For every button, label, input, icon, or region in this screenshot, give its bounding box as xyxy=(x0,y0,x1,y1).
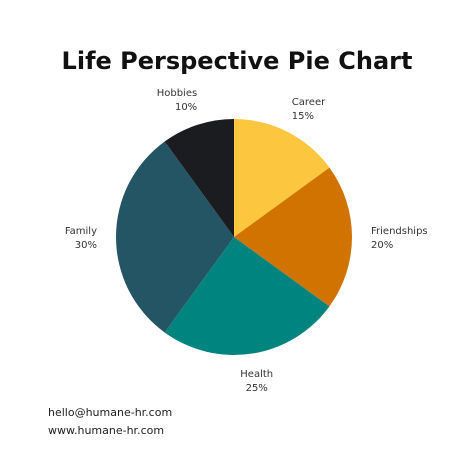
slice-label-career: Career xyxy=(292,97,326,108)
chart-title: Life Perspective Pie Chart xyxy=(61,47,413,75)
pie-slice-friendships xyxy=(234,167,352,307)
slice-label-hobbies: Hobbies xyxy=(157,88,197,99)
slice-percent-hobbies: 10% xyxy=(175,102,197,113)
pie-slice-hobbies xyxy=(164,119,234,237)
pie-slice-career xyxy=(234,119,330,237)
contact-website[interactable]: www.humane-hr.com xyxy=(48,424,165,437)
slice-percent-health: 25% xyxy=(246,383,268,394)
slice-label-family: Family xyxy=(65,226,97,237)
slice-percent-family: 30% xyxy=(75,240,97,251)
pie-slice-family xyxy=(116,141,234,333)
slice-percent-friendships: 20% xyxy=(371,240,393,251)
slice-label-friendships: Friendships xyxy=(371,226,428,237)
slice-percent-career: 15% xyxy=(292,111,314,122)
contact-email[interactable]: hello@humane-hr.com xyxy=(48,406,173,419)
slice-label-health: Health xyxy=(240,369,273,380)
pie-labels: Career 15% Friendships 20% Health 25% Family 30… xyxy=(65,88,428,394)
pie-slices xyxy=(116,119,352,355)
pie-slice-health xyxy=(164,237,330,355)
